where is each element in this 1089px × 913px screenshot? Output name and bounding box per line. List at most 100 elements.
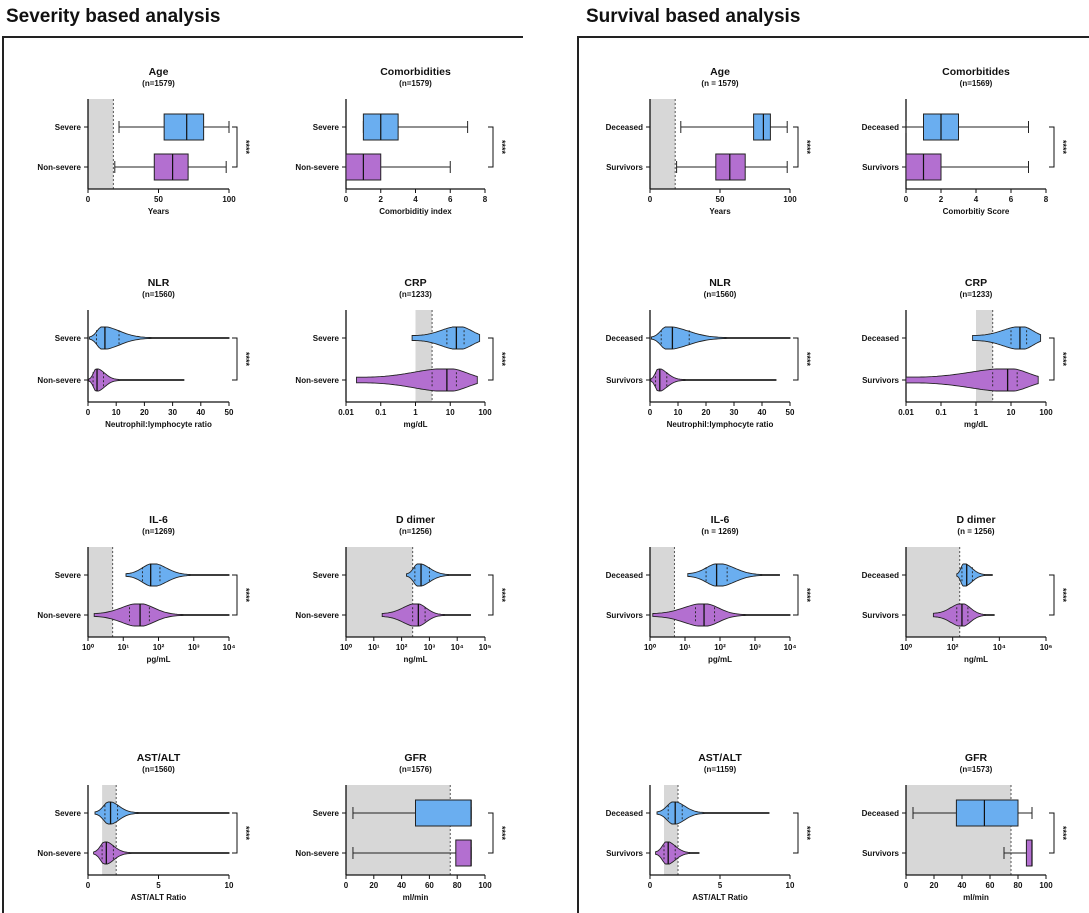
x-tick-label: 10⁴: [993, 643, 1006, 652]
x-tick-label: 0.1: [935, 408, 947, 417]
series-deceased: [656, 801, 770, 825]
group-label: Non-severe: [295, 611, 339, 620]
group-label: Non-severe: [295, 163, 339, 172]
series-non-severe: [93, 603, 230, 627]
series-survivors: [905, 153, 1029, 181]
significance-stars: ****: [497, 140, 507, 155]
survival-panel-frame: [577, 36, 1089, 913]
significance-bracket: [488, 337, 494, 381]
series-severe: [362, 113, 469, 141]
x-tick-label: 10⁴: [223, 643, 236, 652]
group-label: Deceased: [862, 809, 899, 818]
group-label: Severe: [55, 123, 82, 132]
x-tick-label: 0: [344, 881, 349, 890]
x-tick-label: 10¹: [117, 643, 129, 652]
significance-stars: ****: [497, 826, 507, 841]
panel-n-label: (n=1269): [142, 527, 175, 536]
significance-bracket: [232, 337, 238, 381]
x-tick-label: 40: [196, 408, 205, 417]
group-label: Severe: [55, 809, 82, 818]
significance-bracket: [488, 812, 494, 854]
significance-stars: ****: [1058, 826, 1068, 841]
panel-title: CRP: [965, 277, 987, 289]
x-axis-label: AST/ALT Ratio: [131, 893, 187, 902]
significance-bracket: [1049, 574, 1055, 616]
x-tick-label: 10⁵: [479, 643, 492, 652]
x-tick-label: 10⁰: [644, 643, 657, 652]
x-tick-label: 5: [156, 881, 161, 890]
panel-n-label: (n = 1256): [957, 527, 994, 536]
x-axis-label: Years: [148, 207, 170, 216]
group-label: Deceased: [606, 809, 643, 818]
x-tick-label: 6: [1009, 195, 1014, 204]
significance-bracket: [488, 126, 494, 168]
x-tick-label: 50: [154, 195, 163, 204]
panel-title: D dimer: [956, 514, 995, 526]
series-deceased: [956, 563, 993, 587]
x-tick-label: 60: [986, 881, 995, 890]
reference-range-band: [88, 99, 114, 189]
x-tick-label: 40: [758, 408, 767, 417]
x-tick-label: 5: [718, 881, 723, 890]
x-tick-label: 10⁴: [451, 643, 464, 652]
panel-title: Comorbitides: [942, 66, 1010, 78]
x-tick-label: 100: [478, 408, 492, 417]
x-tick-label: 100: [478, 881, 492, 890]
severity-section-title: Severity based analysis: [6, 6, 221, 27]
x-tick-label: 100: [1039, 881, 1053, 890]
series-non-severe: [114, 153, 227, 181]
violin-body: [687, 563, 780, 587]
iqr-box: [415, 799, 472, 827]
violin-body: [381, 603, 471, 627]
series-severe: [88, 326, 230, 350]
x-tick-label: 50: [786, 408, 795, 417]
series-non-severe: [356, 368, 478, 392]
panel-title: IL-6: [711, 514, 730, 526]
significance-bracket: [1049, 812, 1055, 854]
series-non-severe: [88, 368, 185, 392]
violin-body: [93, 841, 230, 865]
panel-survival-crp: CRP(n=1233) 0.01 0.1 1 10 100 mg/dL Deceased Sur…: [862, 277, 1068, 429]
panel-title: GFR: [404, 752, 427, 764]
violin-body: [406, 563, 471, 587]
significance-bracket: [793, 337, 799, 381]
x-tick-label: 10¹: [368, 643, 380, 652]
x-axis-label: ml/min: [963, 893, 989, 902]
severity-panel-frame: [2, 36, 523, 913]
series-survivors: [655, 841, 700, 865]
group-label: Deceased: [606, 123, 643, 132]
panel-n-label: (n = 1269): [701, 527, 738, 536]
series-survivors: [932, 603, 995, 627]
group-label: Non-severe: [37, 163, 81, 172]
x-tick-label: 0: [86, 881, 91, 890]
x-tick-label: 10³: [749, 643, 761, 652]
series-severe: [352, 799, 472, 827]
significance-stars: ****: [1058, 140, 1068, 155]
x-tick-label: 20: [930, 881, 939, 890]
x-tick-label: 80: [1014, 881, 1023, 890]
group-label: Deceased: [606, 571, 643, 580]
series-non-severe: [352, 839, 472, 867]
series-severe: [118, 113, 230, 141]
x-tick-label: 0.01: [338, 408, 354, 417]
reference-range-band: [346, 785, 451, 875]
group-label: Non-severe: [295, 849, 339, 858]
panel-n-label: (n=1560): [704, 290, 737, 299]
panel-title: AST/ALT: [698, 752, 742, 764]
violin-body: [88, 326, 230, 350]
significance-bracket: [1049, 126, 1055, 168]
group-label: Deceased: [862, 123, 899, 132]
violin-body: [650, 326, 791, 350]
series-survivors: [652, 603, 791, 627]
panel-n-label: (n=1569): [960, 79, 993, 88]
violin-body: [356, 368, 478, 392]
series-survivors: [676, 153, 788, 181]
x-tick-label: 1: [974, 408, 979, 417]
x-tick-label: 10²: [153, 643, 165, 652]
panel-severity-crp: CRP(n=1233) 0.01 0.1 1 10 100 mg/dL Severe Non-s…: [295, 277, 507, 429]
x-tick-label: 100: [222, 195, 236, 204]
panel-title: D dimer: [396, 514, 435, 526]
x-tick-label: 8: [483, 195, 488, 204]
x-axis-label: pg/mL: [147, 655, 171, 664]
